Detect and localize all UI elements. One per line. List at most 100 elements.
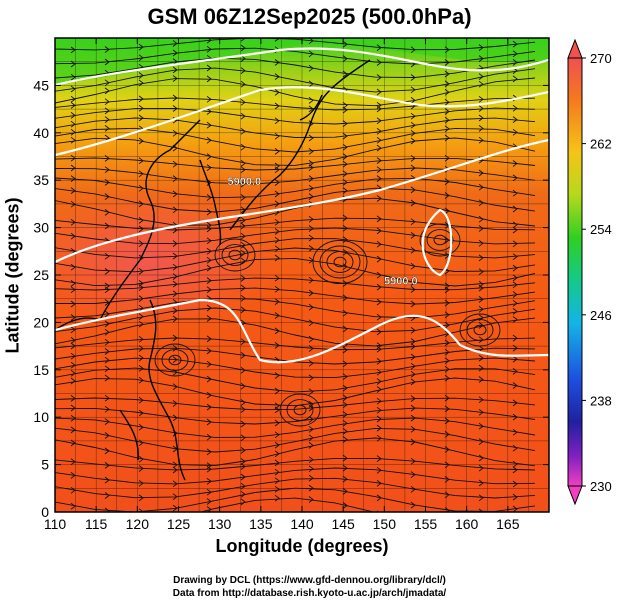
wind-arrow <box>308 345 314 352</box>
wind-arrow <box>308 474 314 482</box>
wind-arrow <box>206 286 212 294</box>
wind-arrow <box>70 352 76 360</box>
wind-arrow <box>240 420 246 428</box>
wind-arrow <box>240 127 246 135</box>
wind-arrow <box>478 215 484 223</box>
wind-arrow <box>512 316 518 323</box>
wind-arrow <box>240 98 246 106</box>
wind-arrow <box>376 157 382 164</box>
wind-arrow <box>138 284 144 291</box>
wind-arrow <box>376 271 382 279</box>
wind-arrow <box>138 200 144 208</box>
wind-arrow <box>444 374 450 382</box>
wind-arrow <box>308 276 314 284</box>
streamline-eddy <box>319 245 361 279</box>
wind-arrow <box>206 498 212 505</box>
wind-arrow <box>479 522 483 528</box>
wind-arrow <box>70 414 76 422</box>
wind-arrow <box>172 290 178 298</box>
wind-arrow <box>308 80 314 88</box>
wind-arrow <box>308 388 314 396</box>
wind-arrow <box>104 507 110 512</box>
colorbar-upper-arrow <box>567 38 583 59</box>
wind-arrow <box>138 225 144 233</box>
x-tick-label: 145 <box>331 516 355 532</box>
wind-arrow <box>104 320 110 328</box>
wind-arrow <box>172 400 178 407</box>
wind-arrow <box>308 64 314 72</box>
wind-arrow <box>206 347 212 355</box>
wind-arrow <box>206 418 212 426</box>
wind-arrow <box>410 137 416 145</box>
wind-arrow <box>206 208 212 216</box>
wind-arrow <box>274 342 280 349</box>
wind-arrow <box>240 490 246 498</box>
wind-arrow <box>138 335 144 343</box>
wind-arrow <box>342 309 348 317</box>
wind-arrow <box>376 166 382 174</box>
wind-arrow <box>240 447 246 454</box>
wind-arrow <box>206 488 212 496</box>
x-tick-label: 155 <box>414 516 438 532</box>
wind-arrow <box>410 112 416 120</box>
contour-label: 5900.0 <box>228 176 262 188</box>
wind-arrow <box>172 504 178 512</box>
wind-arrow <box>444 108 450 115</box>
y-tick-label: 25 <box>33 267 49 283</box>
wind-arrow <box>138 95 144 103</box>
wind-arrow <box>444 116 450 124</box>
wind-arrow <box>70 342 76 350</box>
streamline-eddy <box>426 229 454 251</box>
wind-arrow <box>138 137 144 145</box>
wind-arrow <box>342 464 348 472</box>
wind-arrow <box>138 54 144 62</box>
wind-arrow <box>138 345 144 352</box>
y-tick-label: 30 <box>33 220 49 236</box>
wind-arrow <box>444 207 450 215</box>
wind-arrow <box>172 280 178 288</box>
wind-arrow <box>308 225 314 232</box>
wind-arrow <box>512 226 518 234</box>
height-contours <box>55 47 549 364</box>
wind-arrow <box>274 441 280 449</box>
wind-arrow <box>104 418 110 425</box>
wind-arrow <box>104 134 110 142</box>
colorbar-tick-label: 230 <box>590 479 612 494</box>
wind-arrow <box>138 240 144 247</box>
wind-arrow <box>104 155 110 162</box>
wind-arrow <box>206 264 212 272</box>
wind-arrow <box>240 366 246 374</box>
wind-arrow <box>444 339 450 347</box>
wind-arrow <box>70 280 76 287</box>
wind-arrow <box>478 95 484 103</box>
wind-arrow <box>444 134 450 142</box>
wind-arrow <box>342 143 348 151</box>
wind-arrow <box>274 468 280 476</box>
streamline-eddy <box>161 349 189 371</box>
wind-arrow <box>444 431 450 438</box>
wind-arrow <box>512 50 518 58</box>
wind-arrow <box>308 335 314 343</box>
wind-arrow <box>512 428 518 436</box>
wind-arrow <box>410 404 416 412</box>
wind-arrow <box>308 484 314 492</box>
wind-arrow <box>240 458 246 465</box>
streamline-eddy <box>333 256 347 268</box>
x-tick-label: 135 <box>249 516 273 532</box>
wind-arrow <box>342 488 348 495</box>
wind-arrow <box>138 455 144 463</box>
wind-arrow <box>138 396 144 404</box>
wind-arrow <box>478 73 484 80</box>
colorbar-tick-label: 238 <box>590 393 612 408</box>
wind-arrow <box>274 89 280 96</box>
wind-arrow <box>70 369 76 377</box>
wind-arrow <box>240 160 246 167</box>
wind-arrow <box>206 75 212 83</box>
wind-arrow <box>478 479 484 487</box>
wind-arrow <box>410 300 416 308</box>
wind-arrow <box>444 299 450 307</box>
wind-arrow <box>376 386 382 393</box>
wind-arrow <box>512 382 518 389</box>
y-tick-label: 40 <box>33 125 49 141</box>
wind-arrow <box>376 298 382 306</box>
